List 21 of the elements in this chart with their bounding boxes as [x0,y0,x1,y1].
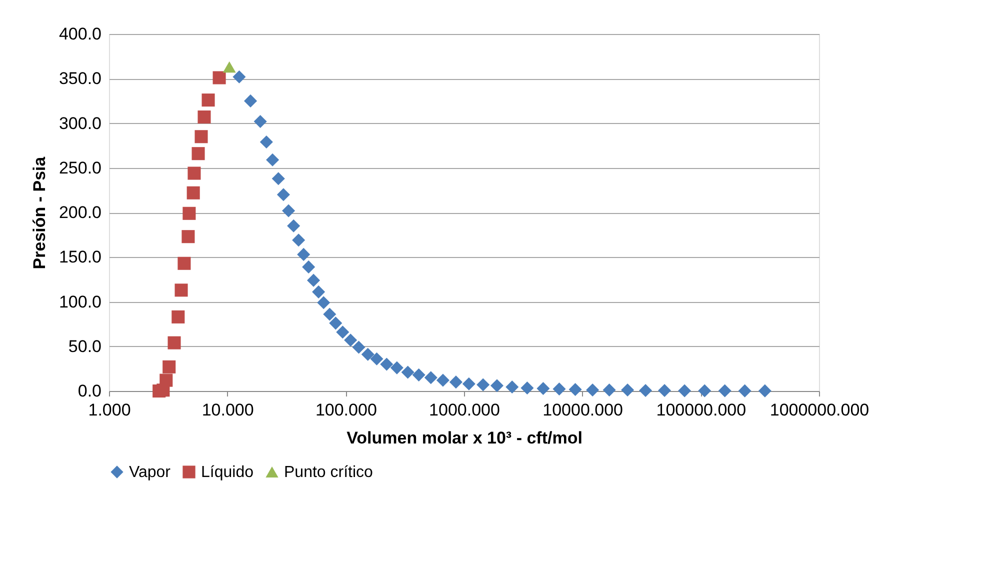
y-tick-label: 250.0 [58,158,102,178]
y-tick-label: 300.0 [58,114,102,133]
x-tick-label: 100000.000 [656,400,746,420]
x-axis-title: Volumen molar x 10³ - cft/mol [346,428,582,448]
y-tick-label: 100.0 [58,292,102,312]
x-tick-label: 1000.000 [429,400,500,420]
y-tick-label: 200.0 [58,203,102,222]
x-tick-label: 100.000 [315,400,377,420]
legend-label: Punto crítico [284,464,374,481]
y-tick-label: 350.0 [58,69,102,88]
x-tick-label: 10000.000 [542,400,624,420]
legend-label: Líquido [201,464,254,481]
y-tick-label: 50.0 [68,336,102,356]
y-tick-label: 0.0 [78,382,102,400]
x-tick-label: 1.000 [88,400,131,420]
y-axis-title: Presión - Psia [30,156,49,270]
y-tick-label: 150.0 [58,248,102,267]
x-tick-label: 10.000 [202,400,254,420]
legend-label: Vapor [129,464,172,481]
y-tick-label: 400.0 [58,24,102,44]
x-tick-label: 1000000.000 [770,400,870,420]
